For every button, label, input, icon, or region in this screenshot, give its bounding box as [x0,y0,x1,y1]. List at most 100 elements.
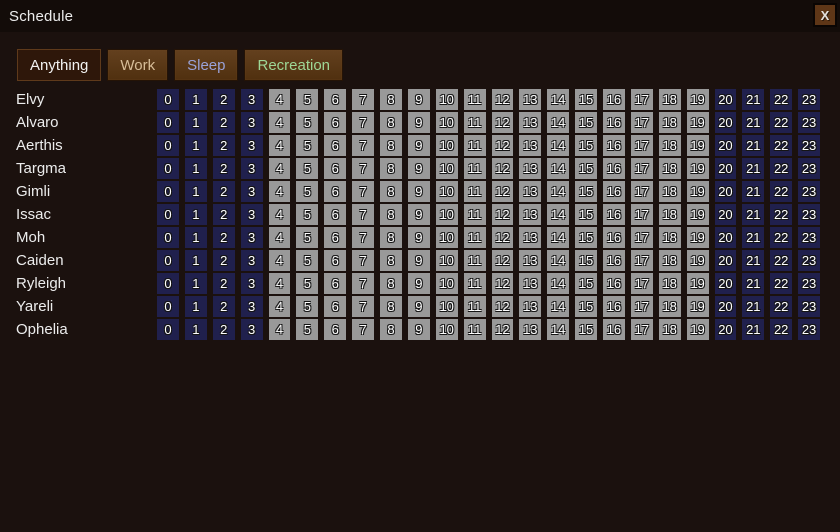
hour-cell-anything[interactable]: 17 [630,204,653,225]
hour-cell-anything[interactable]: 11 [463,181,486,202]
hour-cell-anything[interactable]: 13 [519,296,542,317]
button-anything[interactable]: Anything [17,49,102,81]
hour-cell-anything[interactable]: 9 [407,250,430,271]
hour-cell-anything[interactable]: 19 [686,296,709,317]
hour-cell-anything[interactable]: 12 [491,158,514,179]
hour-cell-anything[interactable]: 7 [352,250,374,271]
hour-cell-anything[interactable]: 17 [630,158,653,179]
hour-cell-anything[interactable]: 14 [547,181,570,202]
hour-cell-anything[interactable]: 7 [352,319,374,340]
hour-cell-anything[interactable]: 14 [547,112,570,133]
hour-cell-sleep[interactable]: 20 [714,273,737,294]
hour-cell-anything[interactable]: 18 [658,296,681,317]
hour-cell-anything[interactable]: 7 [352,273,374,294]
hour-cell-anything[interactable]: 13 [519,135,542,156]
hour-cell-sleep[interactable]: 1 [184,273,207,294]
hour-cell-anything[interactable]: 5 [296,319,319,340]
hour-cell-anything[interactable]: 8 [380,89,402,110]
hour-cell-anything[interactable]: 18 [658,89,681,110]
hour-cell-anything[interactable]: 6 [324,319,347,340]
hour-cell-anything[interactable]: 19 [686,89,709,110]
hour-cell-anything[interactable]: 4 [268,112,291,133]
hour-cell-anything[interactable]: 8 [380,296,402,317]
hour-cell-sleep[interactable]: 21 [742,135,765,156]
hour-cell-anything[interactable]: 19 [686,319,709,340]
hour-cell-sleep[interactable]: 23 [798,135,820,156]
hour-cell-anything[interactable]: 16 [603,204,625,225]
hour-cell-anything[interactable]: 15 [575,273,597,294]
hour-cell-sleep[interactable]: 0 [157,112,179,133]
hour-cell-anything[interactable]: 15 [575,112,597,133]
hour-cell-sleep[interactable]: 1 [184,227,207,248]
hour-cell-sleep[interactable]: 20 [714,250,737,271]
hour-cell-sleep[interactable]: 20 [714,89,737,110]
hour-cell-sleep[interactable]: 22 [770,89,793,110]
hour-cell-sleep[interactable]: 0 [157,204,179,225]
hour-cell-sleep[interactable]: 2 [212,296,235,317]
hour-cell-sleep[interactable]: 3 [240,112,263,133]
hour-cell-sleep[interactable]: 22 [770,135,793,156]
hour-cell-anything[interactable]: 14 [547,158,570,179]
hour-cell-anything[interactable]: 15 [575,181,597,202]
hour-cell-anything[interactable]: 10 [435,227,458,248]
hour-cell-sleep[interactable]: 0 [157,181,179,202]
hour-cell-sleep[interactable]: 1 [184,135,207,156]
hour-cell-anything[interactable]: 5 [296,204,319,225]
hour-cell-anything[interactable]: 5 [296,89,319,110]
hour-cell-anything[interactable]: 8 [380,319,402,340]
hour-cell-anything[interactable]: 4 [268,135,291,156]
hour-cell-sleep[interactable]: 1 [184,204,207,225]
hour-cell-anything[interactable]: 18 [658,135,681,156]
hour-cell-anything[interactable]: 18 [658,227,681,248]
hour-cell-sleep[interactable]: 1 [184,319,207,340]
hour-cell-anything[interactable]: 19 [686,250,709,271]
hour-cell-sleep[interactable]: 22 [770,296,793,317]
hour-cell-anything[interactable]: 13 [519,112,542,133]
hour-cell-anything[interactable]: 16 [603,158,625,179]
hour-cell-anything[interactable]: 9 [407,181,430,202]
hour-cell-anything[interactable]: 19 [686,112,709,133]
hour-cell-anything[interactable]: 17 [630,89,653,110]
hour-cell-sleep[interactable]: 20 [714,112,737,133]
hour-cell-sleep[interactable]: 1 [184,158,207,179]
hour-cell-sleep[interactable]: 2 [212,319,235,340]
hour-cell-anything[interactable]: 9 [407,273,430,294]
hour-cell-anything[interactable]: 4 [268,319,291,340]
hour-cell-anything[interactable]: 8 [380,135,402,156]
hour-cell-anything[interactable]: 13 [519,319,542,340]
hour-cell-sleep[interactable]: 20 [714,296,737,317]
hour-cell-anything[interactable]: 8 [380,250,402,271]
hour-cell-anything[interactable]: 12 [491,89,514,110]
hour-cell-sleep[interactable]: 20 [714,227,737,248]
hour-cell-anything[interactable]: 11 [463,135,486,156]
hour-cell-anything[interactable]: 9 [407,89,430,110]
button-sleep[interactable]: Sleep [174,49,239,81]
hour-cell-anything[interactable]: 12 [491,181,514,202]
hour-cell-sleep[interactable]: 21 [742,158,765,179]
hour-cell-sleep[interactable]: 0 [157,296,179,317]
hour-cell-anything[interactable]: 13 [519,181,542,202]
hour-cell-anything[interactable]: 19 [686,273,709,294]
hour-cell-anything[interactable]: 6 [324,112,347,133]
hour-cell-anything[interactable]: 12 [491,112,514,133]
hour-cell-anything[interactable]: 19 [686,227,709,248]
hour-cell-anything[interactable]: 11 [463,296,486,317]
hour-cell-sleep[interactable]: 2 [212,112,235,133]
hour-cell-anything[interactable]: 15 [575,227,597,248]
hour-cell-anything[interactable]: 10 [435,181,458,202]
hour-cell-anything[interactable]: 17 [630,181,653,202]
hour-cell-anything[interactable]: 11 [463,204,486,225]
hour-cell-anything[interactable]: 9 [407,227,430,248]
hour-cell-sleep[interactable]: 0 [157,89,179,110]
hour-cell-anything[interactable]: 18 [658,204,681,225]
hour-cell-anything[interactable]: 15 [575,319,597,340]
button-work[interactable]: Work [107,49,169,81]
hour-cell-sleep[interactable]: 2 [212,204,235,225]
hour-cell-anything[interactable]: 9 [407,319,430,340]
hour-cell-anything[interactable]: 9 [407,158,430,179]
hour-cell-sleep[interactable]: 20 [714,181,737,202]
hour-cell-sleep[interactable]: 23 [798,227,820,248]
hour-cell-sleep[interactable]: 2 [212,273,235,294]
hour-cell-sleep[interactable]: 20 [714,204,737,225]
hour-cell-sleep[interactable]: 2 [212,89,235,110]
